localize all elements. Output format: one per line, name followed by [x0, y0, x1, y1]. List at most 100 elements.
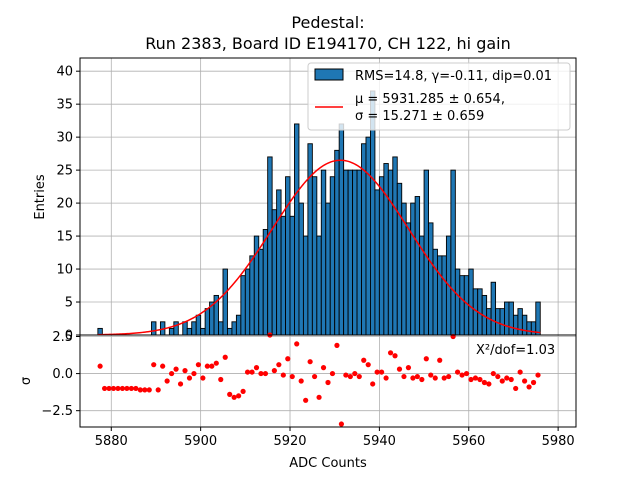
histogram-bar	[490, 281, 497, 336]
histogram-bar	[262, 229, 269, 336]
residual-point	[486, 381, 492, 387]
residual-point	[441, 375, 447, 381]
residual-point	[423, 356, 429, 362]
residual-point	[124, 385, 130, 392]
residual-point	[258, 370, 264, 377]
histogram-bar	[428, 222, 434, 336]
legend-fit-label-line2: σ = 15.271 ± 0.659	[355, 109, 484, 124]
histogram-bar	[227, 327, 233, 336]
histogram-bar	[441, 255, 447, 336]
histogram-bar	[186, 327, 193, 336]
x-tick-label: 5880	[95, 434, 128, 449]
residual-point	[218, 376, 224, 383]
x-axis-label: ADC Counts	[289, 456, 367, 471]
histogram-bar	[307, 143, 313, 336]
residual-point	[428, 372, 434, 378]
residual-point	[508, 376, 514, 383]
residual-point	[522, 378, 528, 384]
histogram-bar	[486, 308, 492, 336]
residual-point	[97, 363, 103, 369]
histogram-bar	[517, 308, 523, 336]
residual-point	[365, 362, 371, 368]
histogram-bar	[454, 268, 461, 336]
histogram-bar	[182, 321, 188, 336]
histogram-bar	[450, 169, 456, 336]
residual-point	[276, 362, 282, 368]
residual-point	[405, 365, 412, 371]
residual-point	[401, 373, 407, 380]
bottom-y-tick-label: 0.0	[52, 367, 73, 382]
residual-point	[468, 376, 474, 383]
histogram-bar	[374, 189, 380, 336]
residual-point	[240, 388, 246, 394]
residual-point	[463, 370, 470, 377]
chart-title-line1: Pedestal:	[291, 13, 364, 32]
histogram-bar	[459, 275, 465, 336]
histogram-bar	[276, 189, 282, 336]
residual-point	[481, 379, 487, 386]
histogram-bar	[530, 321, 537, 336]
histogram-bar	[244, 268, 251, 336]
residual-point	[182, 368, 188, 374]
histogram-bar	[218, 321, 224, 336]
histogram-bar	[235, 314, 242, 336]
y-axis-label-entries: Entries	[33, 174, 48, 220]
histogram-bar	[347, 169, 354, 336]
histogram-bar	[499, 308, 505, 336]
residual-point	[195, 362, 202, 368]
residual-point	[186, 375, 193, 381]
residual-point	[343, 372, 349, 378]
histogram-bar	[289, 215, 295, 336]
top-y-tick-label: 0	[65, 329, 73, 344]
residual-point	[535, 372, 541, 378]
histogram-bar	[249, 255, 255, 336]
residual-point	[490, 370, 496, 377]
histogram-bar	[294, 123, 300, 336]
top-y-tick-label: 20	[56, 197, 73, 212]
residual-point	[504, 375, 510, 381]
residual-point	[101, 385, 108, 392]
residual-point	[334, 342, 340, 348]
residual-point	[249, 369, 255, 375]
residual-point	[320, 365, 327, 371]
bottom-plot-frame	[79, 334, 577, 428]
residual-point	[204, 363, 210, 369]
histogram-bar	[396, 182, 403, 336]
residual-point	[446, 373, 452, 380]
residual-point	[280, 372, 286, 378]
histogram-bar	[311, 176, 318, 336]
histogram-bar	[200, 327, 206, 336]
chart-title-line2: Run 2383, Board ID E194170, CH 122, hi g…	[145, 34, 510, 53]
histogram-bar	[352, 169, 358, 336]
residual-point	[311, 373, 318, 380]
residual-point	[169, 370, 175, 377]
residual-point	[146, 387, 152, 393]
residual-point	[495, 373, 501, 380]
residual-point	[213, 360, 219, 366]
residual-point	[338, 421, 345, 427]
histogram-bar	[521, 314, 528, 336]
histogram-bar	[504, 301, 510, 336]
residual-point	[517, 369, 523, 375]
histogram-bar	[325, 202, 331, 336]
bottom-y-tick-label: −2.5	[41, 404, 73, 419]
residual-point	[191, 370, 197, 377]
residual-point	[329, 370, 336, 377]
chi2-annotation: X²/dof=1.03	[476, 343, 555, 358]
top-y-tick-label: 15	[56, 230, 73, 245]
residual-point	[231, 394, 237, 400]
residual-point	[437, 357, 443, 363]
residual-point	[419, 376, 425, 383]
residual-point	[173, 366, 179, 372]
bottom-y-tick-label: 2.5	[52, 330, 73, 345]
histogram-bar	[437, 255, 443, 336]
histogram-bar	[240, 275, 246, 336]
residual-point	[289, 373, 295, 380]
residual-point	[410, 375, 416, 381]
residual-point	[316, 394, 322, 400]
residual-point	[294, 341, 300, 347]
histogram-bar	[365, 136, 371, 336]
residual-point	[370, 381, 376, 387]
residual-points	[97, 332, 541, 427]
